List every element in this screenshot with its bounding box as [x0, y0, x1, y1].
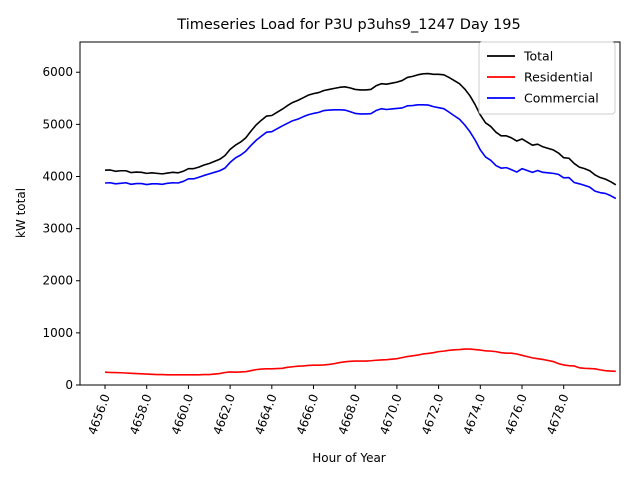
y-tick-label: 1000 — [42, 326, 73, 340]
x-tick-label: 4670.0 — [377, 392, 405, 436]
series-line-residential — [104, 348, 616, 376]
series-line-commercial — [104, 104, 617, 200]
legend-label-commercial: Commercial — [524, 91, 599, 106]
y-tick-label: 3000 — [42, 222, 73, 236]
y-axis: 0 1000 2000 3000 4000 5000 6000 — [42, 65, 80, 392]
x-tick-label: 4656.0 — [85, 392, 113, 436]
legend-label-residential: Residential — [524, 70, 593, 85]
x-axis-title: Hour of Year — [312, 451, 386, 465]
plot-frame — [79, 41, 621, 386]
x-tick-label: 4658.0 — [127, 392, 155, 436]
plot-lines — [104, 72, 617, 376]
x-tick-label: 4676.0 — [502, 392, 530, 436]
x-axis: 4656.0 4658.0 4660.0 4662.0 4664.0 4666.0 4668… — [85, 385, 572, 436]
legend-label-total: Total — [523, 49, 553, 64]
y-axis-title: kW total — [14, 188, 28, 238]
y-tick-label: 5000 — [42, 117, 73, 131]
x-tick-label: 4668.0 — [336, 392, 364, 436]
legend: Total Residential Commercial — [478, 41, 616, 115]
series-line-total — [104, 72, 617, 186]
x-tick-label: 4662.0 — [210, 392, 238, 436]
x-tick-label: 4674.0 — [461, 392, 489, 436]
legend-box — [478, 41, 616, 115]
x-tick-label: 4666.0 — [294, 392, 322, 436]
x-tick-label: 4678.0 — [544, 392, 572, 436]
y-tick-label: 6000 — [42, 65, 73, 79]
x-tick-label: 4672.0 — [419, 392, 447, 436]
x-tick-label: 4660.0 — [169, 392, 197, 436]
y-tick-label: 4000 — [42, 169, 73, 183]
y-tick-label: 0 — [65, 378, 73, 392]
x-tick-label: 4664.0 — [252, 392, 280, 436]
chart-title: Timeseries Load for P3U p3uhs9_1247 Day … — [176, 17, 520, 33]
y-tick-label: 2000 — [42, 274, 73, 288]
